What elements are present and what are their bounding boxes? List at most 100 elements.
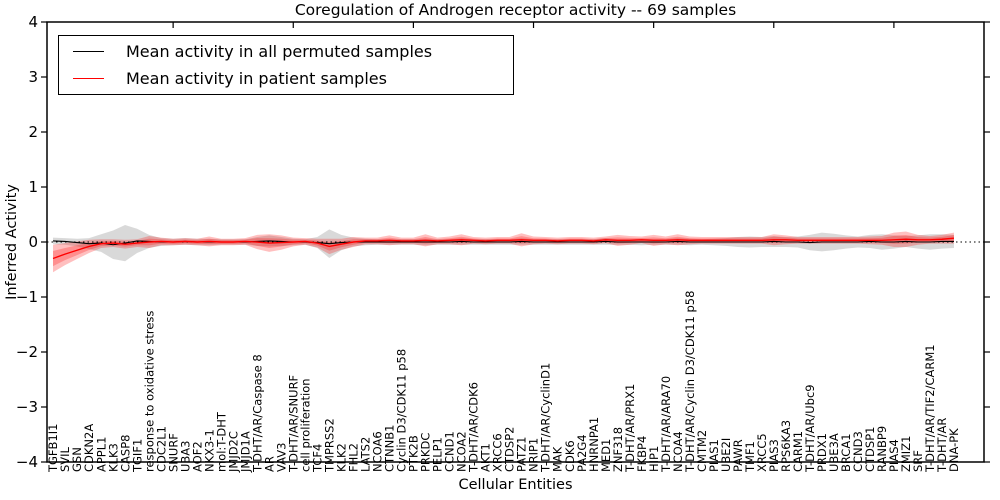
y-tick-label: −2: [16, 343, 38, 361]
x-tick-label: PA2G4: [575, 434, 589, 472]
x-tick-label: DNA-PK: [947, 428, 961, 472]
x-tick-label: PRKDC: [419, 433, 433, 472]
x-tick-label: CTNNB1: [383, 425, 397, 472]
x-tick-label: CCND3: [851, 431, 865, 472]
x-tick-label: CARM1: [791, 431, 805, 472]
legend-label-patient: Mean activity in patient samples: [126, 69, 387, 88]
x-tick-label: TMPRSS2: [323, 418, 337, 473]
x-tick-label: BRCA1: [839, 433, 853, 472]
patient-line-swatch: [73, 78, 104, 79]
x-tick-label: cell proliferation: [298, 378, 312, 472]
y-tick-label: 2: [28, 123, 38, 141]
patient-band: [53, 231, 954, 273]
x-tick-label: XRCC6: [491, 433, 505, 472]
x-tick-label: JMJD2C: [226, 431, 240, 473]
x-tick-label: T-DHT/AR/Caspase 8: [250, 354, 264, 473]
x-tick-label: NCOA2: [455, 431, 469, 472]
x-tick-label: PIAS3: [767, 439, 781, 472]
x-tick-label: VAV3: [274, 443, 288, 472]
x-tick-label: CDK6: [563, 440, 577, 472]
y-axis-label: Inferred Activity: [4, 184, 20, 300]
x-tick-label: mol:T-DHT: [214, 411, 228, 472]
x-tick-label: NKX3-1: [202, 429, 216, 472]
x-tick-label: T-DHT/AR/TIF2/CARM1: [923, 344, 937, 473]
x-tick-label: PELP1: [431, 437, 445, 472]
x-tick-label: PIAS1: [707, 439, 721, 472]
x-tick-label: UBA3: [178, 441, 192, 473]
x-tick-label: UBE3A: [827, 433, 841, 472]
x-tick-label: MAK: [551, 446, 565, 472]
x-tick-label: RPS6KA3: [779, 420, 793, 472]
legend-item-patient: Mean activity in patient samples: [59, 65, 513, 92]
y-tick-labels: 4 3 2 1 0 −1 −2 −3 −4: [16, 13, 38, 471]
x-tick-label: ZNF318: [611, 427, 625, 472]
x-tick-label: TGIF1: [130, 439, 144, 473]
y-tick-label: −3: [16, 398, 38, 416]
x-tick-label: AOF2: [190, 441, 204, 472]
x-tick-label: T-DHT/AR/CDK6: [467, 382, 481, 473]
x-tick-labels: TGFB1I1SVILGSNCDKN2AAPPL1KLK3CASP8TGIF1r…: [46, 291, 961, 473]
x-tick-label: TCF4: [310, 444, 324, 473]
permuted-band: [53, 224, 954, 262]
y-tick-label: 4: [28, 13, 38, 31]
x-tick-label: T-DHT/AR/PRX1: [623, 384, 637, 473]
y-tick-label: −1: [16, 288, 38, 306]
x-tick-label: TGFB1I1: [46, 424, 60, 473]
x-tick-label: SVIL: [58, 446, 72, 472]
x-tick-label: XRCC5: [755, 433, 769, 472]
x-tick-label: CDC2L1: [154, 426, 168, 472]
x-tick-label: FHL2: [347, 443, 361, 472]
x-tick-label: AKT1: [479, 443, 493, 472]
x-tick-label: CMTM2: [695, 430, 709, 472]
x-tick-label: SRF: [911, 450, 925, 472]
x-tick-label: CASP8: [118, 435, 132, 472]
x-tick-label: TMF1: [743, 441, 757, 473]
x-tick-label: NCOA4: [671, 431, 685, 472]
x-tick-label: PIAS4: [887, 439, 901, 472]
x-tick-label: AR: [262, 456, 276, 472]
legend-label-permuted: Mean activity in all permuted samples: [126, 42, 433, 61]
x-tick-label: T-DHT/AR/Cyclin D3/CDK11 p58: [683, 291, 697, 473]
x-tick-label: PRDX1: [815, 433, 829, 472]
x-tick-label: LATS2: [359, 437, 373, 472]
x-tick-label: Cyclin D3/CDK11 p58: [395, 349, 409, 472]
x-tick-label: T-DHT/AR/CyclinD1: [539, 363, 553, 473]
chart-title: Coregulation of Androgen receptor activi…: [294, 1, 737, 19]
legend-box: Mean activity in all permuted samples Me…: [58, 35, 514, 95]
x-tick-label: MED1: [599, 439, 613, 472]
x-tick-label: KLK2: [335, 443, 349, 472]
y-tick-label: 3: [28, 68, 38, 86]
y-tick-label: −4: [16, 453, 38, 471]
x-tick-label: APPL1: [94, 437, 108, 472]
x-tick-label: NCOA6: [371, 431, 385, 472]
x-tick-label: T-DHT/AR/ARA70: [659, 376, 673, 473]
x-tick-label: T-DHT/AR/SNURF: [286, 375, 300, 473]
permuted-line-swatch: [73, 51, 104, 52]
legend-item-permuted: Mean activity in all permuted samples: [59, 38, 513, 65]
x-tick-label: HIP1: [647, 446, 661, 472]
x-tick-label: FKBP4: [635, 436, 649, 472]
x-tick-label: CTDSP2: [503, 427, 517, 472]
y-tick-label: 1: [28, 178, 38, 196]
x-tick-label: ZMIZ1: [899, 436, 913, 472]
x-tick-label: NRIP1: [527, 438, 541, 472]
x-tick-label: PTK2B: [407, 435, 421, 472]
x-tick-label: SNURF: [166, 433, 180, 472]
x-tick-label: CTDSP1: [863, 427, 877, 472]
x-tick-label: GSN: [70, 447, 84, 472]
x-axis-label: Cellular Entities: [458, 477, 573, 493]
x-tick-label: T-DHT/AR: [935, 418, 949, 473]
patient-mean-line: [52, 237, 955, 260]
x-tick-label: PATZ1: [515, 437, 529, 472]
x-tick-label: T-DHT/AR/Ubc9: [803, 384, 817, 473]
x-tick-label: response to oxidative stress: [142, 311, 156, 472]
x-tick-label: KLK3: [106, 443, 120, 472]
x-tick-label: HNRNPA1: [587, 417, 601, 472]
x-tick-label: RANBP9: [875, 426, 889, 472]
x-tick-label: CCND1: [443, 431, 457, 472]
x-tick-label: PAWR: [731, 439, 745, 472]
x-tick-label: CDKN2A: [82, 424, 96, 472]
y-tick-label: 0: [28, 233, 38, 251]
